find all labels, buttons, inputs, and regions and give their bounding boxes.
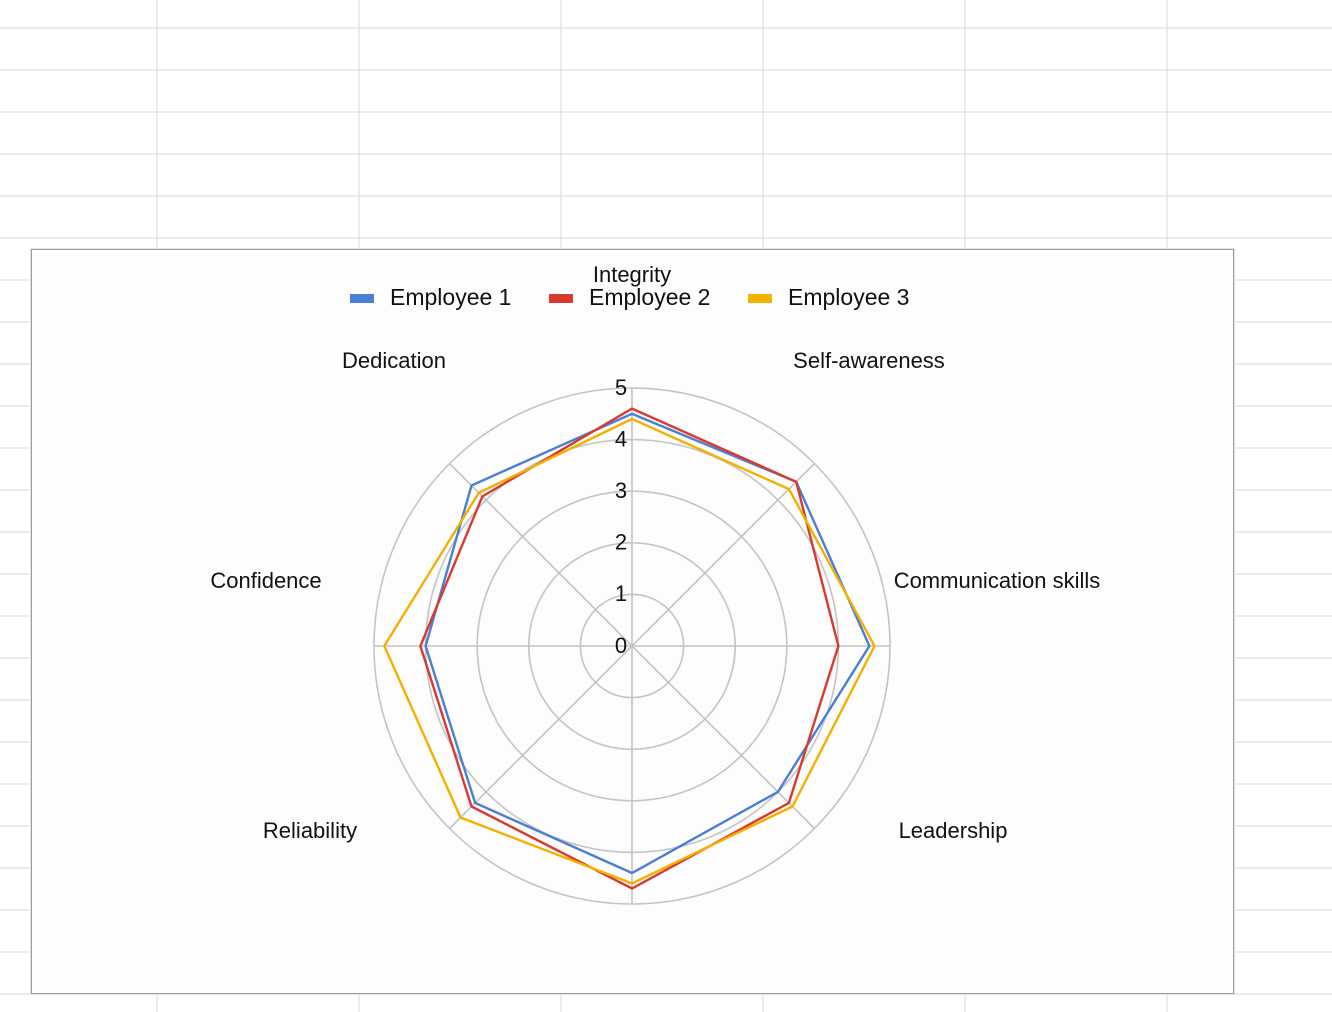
tick-label: 2 [615, 530, 627, 555]
radial-tick-labels: 0 1 2 3 4 5 [615, 375, 627, 658]
legend-swatch [549, 294, 573, 303]
radar-series [382, 407, 876, 890]
category-label-integrity: Integrity [593, 262, 671, 287]
legend-label: Employee 3 [788, 284, 909, 310]
legend-item-employee-3[interactable]: Employee 3 [748, 284, 909, 310]
legend-swatch [748, 294, 772, 303]
tick-label: 3 [615, 478, 627, 503]
radar-spoke [449, 645, 633, 829]
category-label-reliability: Reliability [263, 818, 357, 843]
legend-item-employee-1[interactable]: Employee 1 [350, 284, 511, 310]
category-label-communication-skills: Communication skills [894, 568, 1101, 593]
radar-spoke [631, 645, 815, 829]
tick-label: 4 [615, 426, 627, 451]
category-labels: Integrity Self-awareness Communication ski… [210, 262, 1100, 843]
tick-label: 5 [615, 375, 627, 400]
legend-item-employee-2[interactable]: Employee 2 [549, 284, 710, 310]
radar-gridlines [373, 387, 891, 905]
category-label-dedication: Dedication [342, 348, 446, 373]
radar-spoke [449, 463, 633, 647]
tick-label: 1 [615, 581, 627, 606]
legend-swatch [350, 294, 374, 303]
chart-legend: Employee 1 Employee 2 Employee 3 [350, 284, 909, 310]
series-line-employee-2 [419, 407, 840, 890]
legend-label: Employee 1 [390, 284, 511, 310]
tick-label: 0 [615, 633, 627, 658]
category-label-leadership: Leadership [899, 818, 1008, 843]
category-label-confidence: Confidence [210, 568, 321, 593]
radar-spoke [631, 463, 815, 647]
series-line-employee-1 [424, 412, 871, 875]
legend-label: Employee 2 [589, 284, 710, 310]
series-line-employee-3 [382, 417, 876, 885]
category-label-self-awareness: Self-awareness [793, 348, 945, 373]
